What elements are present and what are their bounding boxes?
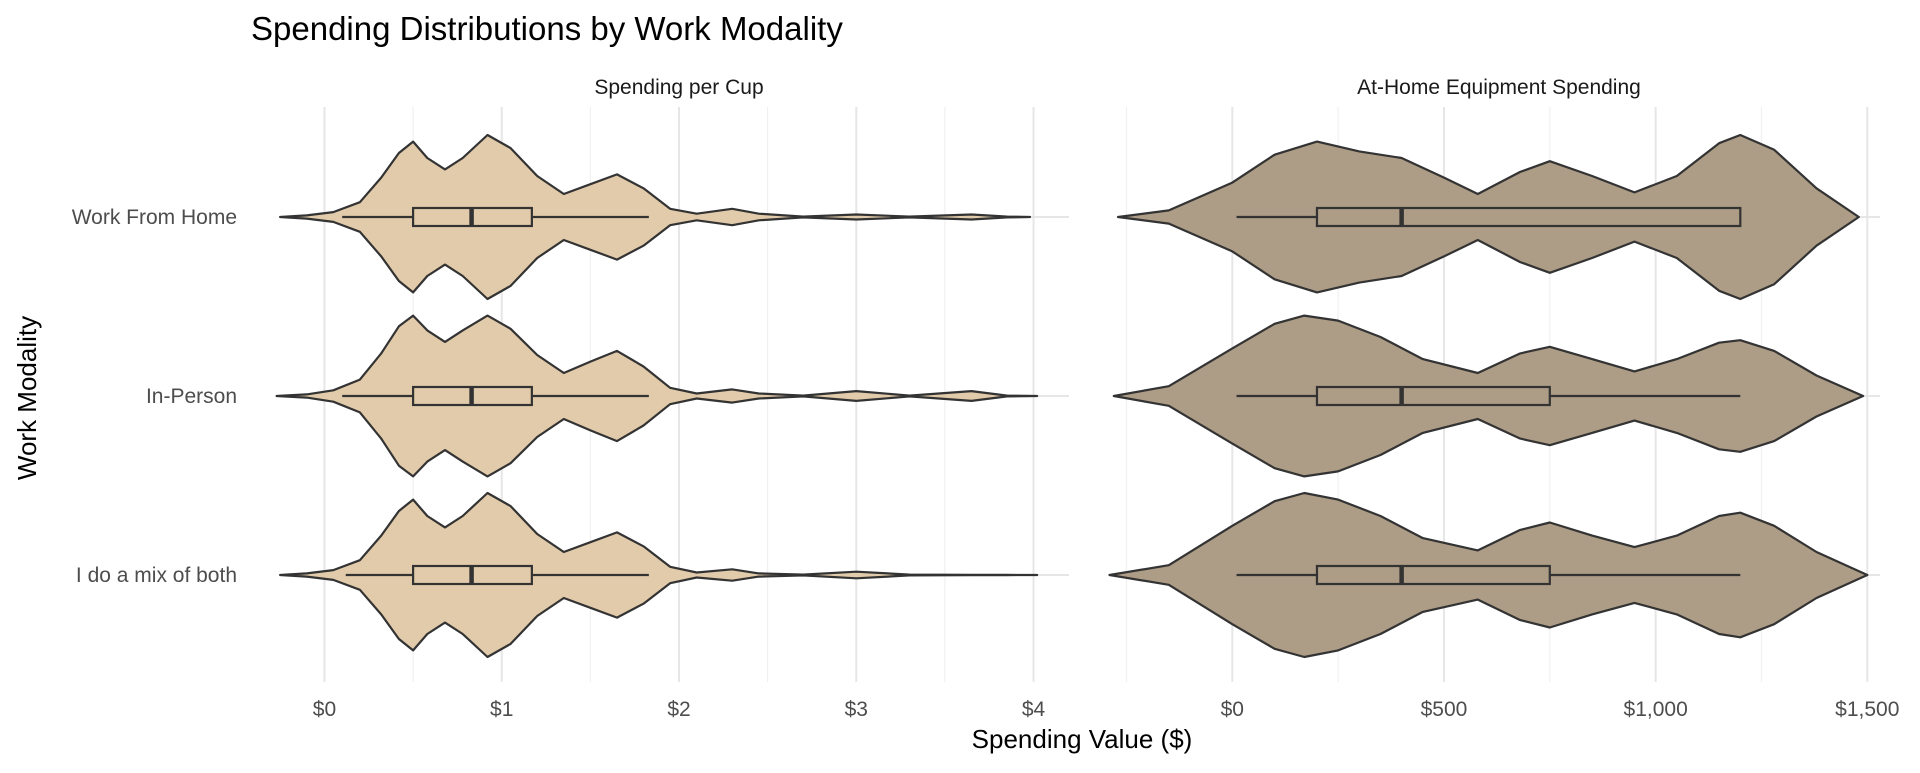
- box-iqr: [1315, 206, 1742, 228]
- x-axis-label: Spending Value ($): [972, 724, 1193, 754]
- x-tick-label: $1: [490, 698, 513, 721]
- violin-shape: [279, 491, 1039, 659]
- x-tick-label: $0: [1221, 698, 1244, 721]
- chart-panels: Work From Home In-Person I do a mix of bot…: [72, 76, 1900, 721]
- violin-shape: [275, 314, 1039, 478]
- x-tick-label: $1,000: [1624, 698, 1688, 721]
- y-tick-label: In-Person: [146, 385, 237, 408]
- y-axis-label: Work Modality: [12, 316, 42, 480]
- y-tick-label: Work From Home: [72, 206, 237, 229]
- panel-title: Spending per Cup: [594, 76, 763, 99]
- panel-2: At-Home Equipment Spending $0 $500 $1,000 $1…: [1108, 76, 1899, 721]
- box-iqr: [1315, 385, 1551, 407]
- x-tick-label: $500: [1421, 698, 1468, 721]
- x-tick-label: $1,500: [1835, 698, 1899, 721]
- y-tick-label: I do a mix of both: [76, 564, 237, 587]
- x-tick-label: $2: [667, 698, 690, 721]
- x-tick-label: $0: [313, 698, 336, 721]
- violin-shape: [279, 133, 1032, 301]
- panel-1: Spending per Cup $0 $1 $2 $3 $4: [275, 76, 1069, 721]
- x-tick-label: $3: [845, 698, 868, 721]
- violin-shape: [1116, 133, 1860, 301]
- violin-shape: [1112, 314, 1865, 478]
- panel-title: At-Home Equipment Spending: [1357, 76, 1641, 99]
- violin-shape: [1108, 491, 1869, 659]
- x-tick-label: $4: [1022, 698, 1046, 721]
- box-iqr: [1315, 564, 1551, 586]
- chart-title: Spending Distributions by Work Modality: [251, 10, 843, 47]
